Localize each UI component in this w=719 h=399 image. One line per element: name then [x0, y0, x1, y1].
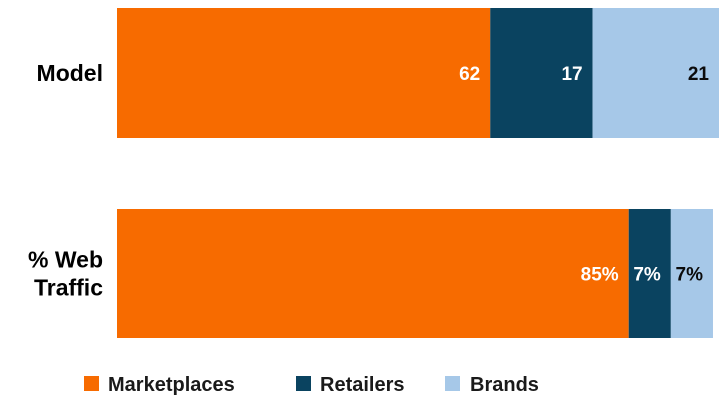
data-label-brands-1: 7% [676, 265, 704, 286]
category-label-0-line-0: Model [37, 60, 103, 86]
data-label-marketplaces-1: 85% [581, 265, 619, 286]
legend-swatch-retailers [296, 376, 311, 391]
legend: Marketplaces Retailers Brands [84, 374, 539, 396]
legend-label-brands: Brands [470, 374, 539, 396]
category-label-1-line-1: Traffic [34, 275, 103, 301]
data-label-retailers-0: 17 [561, 64, 582, 85]
category-label-1-line-0: % Web [28, 247, 103, 273]
legend-swatch-brands [445, 376, 460, 391]
legend-label-marketplaces: Marketplaces [108, 374, 235, 396]
data-label-marketplaces-0: 62 [459, 64, 480, 85]
bars-group: 62 17 21 85% 7% 7% [117, 8, 719, 338]
legend-swatch-marketplaces [84, 376, 99, 391]
bar-segment-marketplaces-0 [117, 8, 490, 138]
legend-label-retailers: Retailers [320, 374, 405, 396]
bar-segment-marketplaces-1 [117, 209, 629, 338]
data-label-brands-0: 21 [688, 64, 710, 85]
data-label-retailers-1: 7% [633, 265, 661, 286]
